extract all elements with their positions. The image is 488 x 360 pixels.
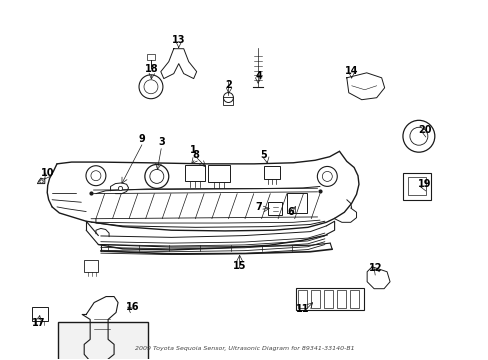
Text: 2009 Toyota Sequoia Sensor, Ultrasonic Diagram for 89341-33140-B1: 2009 Toyota Sequoia Sensor, Ultrasonic D… — [134, 346, 354, 351]
Text: 1: 1 — [190, 144, 196, 154]
Bar — [184, 165, 204, 181]
Text: 11: 11 — [296, 304, 309, 314]
Bar — [407, 177, 426, 195]
Text: 17: 17 — [32, 319, 45, 328]
Bar — [336, 290, 345, 307]
Bar — [349, 290, 358, 307]
Bar — [310, 290, 319, 307]
Text: 19: 19 — [417, 179, 430, 189]
Text: 15: 15 — [232, 261, 246, 271]
Bar — [296, 288, 363, 310]
Text: 5: 5 — [260, 150, 267, 160]
Bar — [32, 307, 48, 321]
Text: 3: 3 — [158, 138, 165, 147]
Text: 20: 20 — [417, 125, 430, 135]
Text: 12: 12 — [368, 263, 382, 273]
Bar — [403, 172, 430, 201]
Text: 7: 7 — [255, 202, 262, 212]
Text: 2: 2 — [225, 80, 232, 90]
Bar — [207, 165, 229, 183]
Bar — [84, 260, 98, 272]
Text: 13: 13 — [172, 35, 185, 45]
Text: 18: 18 — [145, 64, 159, 74]
Text: 16: 16 — [125, 302, 139, 312]
Bar — [58, 321, 148, 360]
Text: 8: 8 — [192, 150, 199, 160]
Text: 6: 6 — [287, 207, 294, 217]
Text: 14: 14 — [344, 66, 358, 76]
Text: 9: 9 — [139, 134, 145, 144]
Bar — [267, 202, 282, 215]
Bar — [264, 166, 279, 179]
Text: 4: 4 — [255, 71, 262, 81]
Bar — [298, 290, 306, 307]
Bar — [223, 96, 233, 104]
Bar — [147, 54, 155, 60]
Bar — [324, 290, 332, 307]
Text: 10: 10 — [41, 168, 54, 178]
Bar — [286, 193, 306, 213]
